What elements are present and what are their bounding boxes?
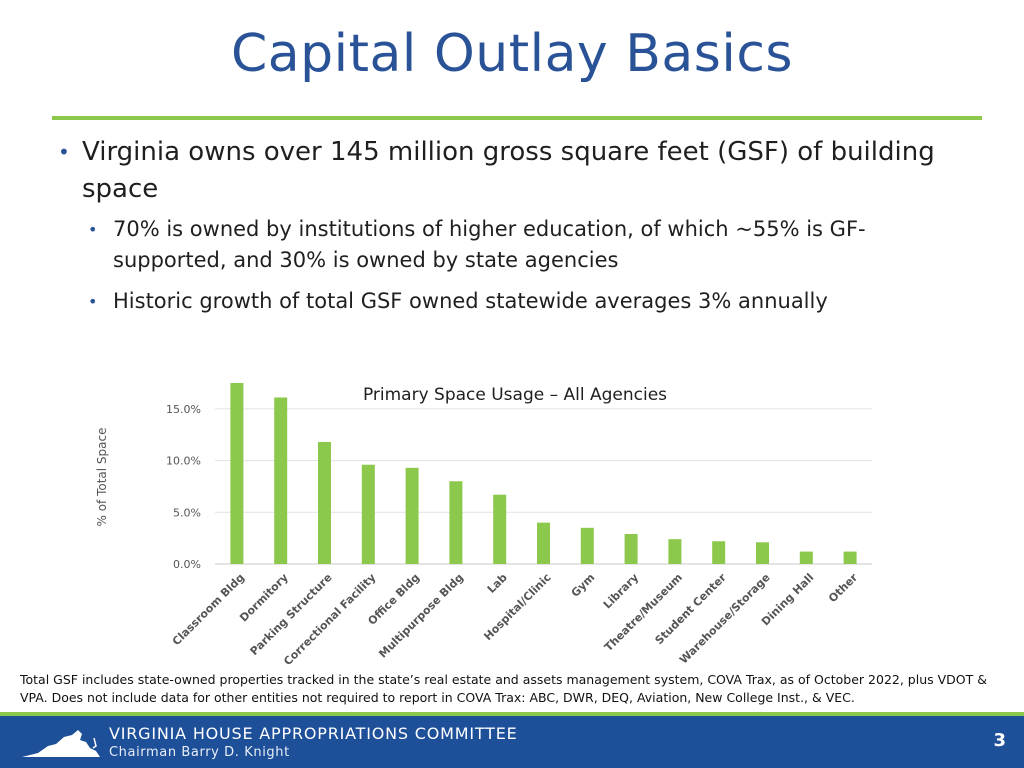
y-tick-label: 10.0% [166,455,201,468]
bullet-main: Virginia owns over 145 million gross squ… [58,134,978,208]
bar [274,397,288,564]
chart-title: Primary Space Usage – All Agencies [362,385,668,405]
chart-canvas: 0.0%5.0%10.0%15.0%Classroom BldgDormitor… [166,383,872,668]
virginia-state-outline-icon [22,730,100,757]
bar [405,467,419,564]
x-tick-label: Correctional Facility [281,571,378,668]
x-tick-label: Parking Structure [248,571,335,658]
y-tick-label: 15.0% [166,403,201,416]
bar [230,383,244,564]
footer-divider [0,712,1024,716]
footer-org-name: VIRGINIA HOUSE APPROPRIATIONS COMMITTEE [109,724,518,743]
footnote: Total GSF includes state-owned propertie… [20,672,987,705]
x-tick-label: Lab [485,571,510,596]
x-tick-label: Library [601,571,641,611]
footer-bar: VIRGINIA HOUSE APPROPRIATIONS COMMITTEE … [0,716,1024,768]
bar [668,539,682,564]
bar [580,527,594,564]
bar [624,534,638,564]
bar [756,542,769,564]
bar [361,464,375,564]
x-tick-label: Multipurpose Bldg [376,571,466,661]
bullet-sub-ownership: 70% is owned by institutions of higher e… [58,214,978,276]
title-divider [52,116,982,120]
bullet-sub-growth: Historic growth of total GSF owned state… [58,286,978,317]
x-tick-label: Classroom Bldg [170,571,247,648]
bar [843,551,857,564]
x-tick-label: Gym [569,571,598,600]
bar [712,541,726,564]
space-usage-chart: 0.0% 5.0% 10.0% 15.0% Classroom Bldg Dormitor… [0,370,1024,670]
bar [493,494,507,564]
bar [537,522,550,564]
bar [449,481,463,564]
bar [799,551,813,564]
bullet-list: Virginia owns over 145 million gross squ… [58,134,978,317]
y-tick-label: 0.0% [173,558,201,571]
footer-chairman: Chairman Barry D. Knight [109,745,290,760]
x-tick-label: Other [826,571,861,606]
page-number: 3 [993,730,1006,751]
y-axis-label: % of Total Space [95,427,109,527]
x-tick-label: Theatre/Museum [602,571,685,654]
bar [318,441,331,564]
y-tick-label: 5.0% [173,506,201,519]
slide-title: Capital Outlay Basics [230,24,793,84]
